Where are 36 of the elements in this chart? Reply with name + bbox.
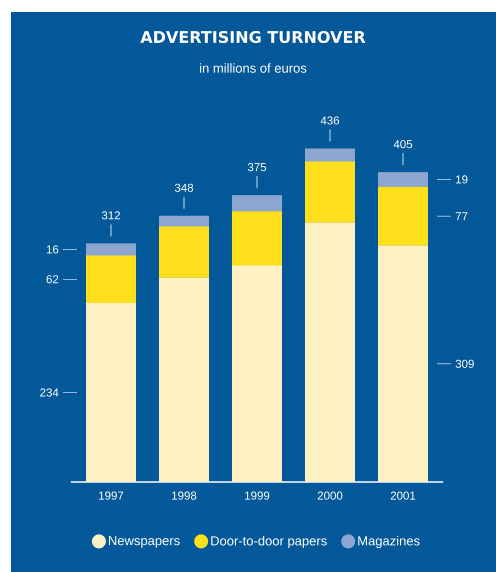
bar bbox=[232, 211, 282, 266]
data-label: 234 bbox=[40, 388, 58, 397]
bar bbox=[305, 148, 355, 162]
bar bbox=[159, 216, 209, 226]
bar bbox=[305, 222, 355, 482]
x-tick-label: 1998 bbox=[172, 492, 196, 500]
total-label: 348 bbox=[174, 184, 194, 192]
chart-subtitle: in millions of euros bbox=[200, 63, 306, 73]
bar bbox=[86, 256, 136, 303]
data-label: 62 bbox=[46, 275, 58, 284]
bar bbox=[378, 172, 428, 187]
total-label: 375 bbox=[248, 163, 266, 172]
x-tick-label: 2001 bbox=[390, 492, 416, 500]
legend-label: Door-to-door papers bbox=[211, 536, 327, 548]
chart-title: ADVERTISING TURNOVER bbox=[140, 30, 366, 44]
legend-label: Newspapers bbox=[108, 536, 180, 548]
x-tick-label: 1997 bbox=[99, 492, 124, 500]
bar bbox=[378, 246, 428, 482]
total-label: 312 bbox=[102, 211, 120, 220]
bar bbox=[232, 195, 282, 212]
data-label: 309 bbox=[456, 360, 474, 368]
bar bbox=[86, 302, 136, 482]
legend-label: Magazines bbox=[358, 536, 420, 548]
x-tick-label: 1999 bbox=[245, 492, 270, 500]
bar bbox=[305, 161, 355, 223]
bar bbox=[159, 278, 209, 482]
data-label: 19 bbox=[456, 175, 468, 184]
bar bbox=[232, 266, 282, 482]
bar bbox=[378, 186, 428, 246]
data-label: 16 bbox=[46, 245, 58, 254]
data-label: 77 bbox=[456, 212, 468, 220]
x-tick-label: 2000 bbox=[318, 492, 342, 500]
total-label: 436 bbox=[320, 116, 340, 125]
bar bbox=[159, 226, 209, 278]
bar bbox=[86, 243, 136, 256]
total-label: 405 bbox=[394, 140, 412, 148]
